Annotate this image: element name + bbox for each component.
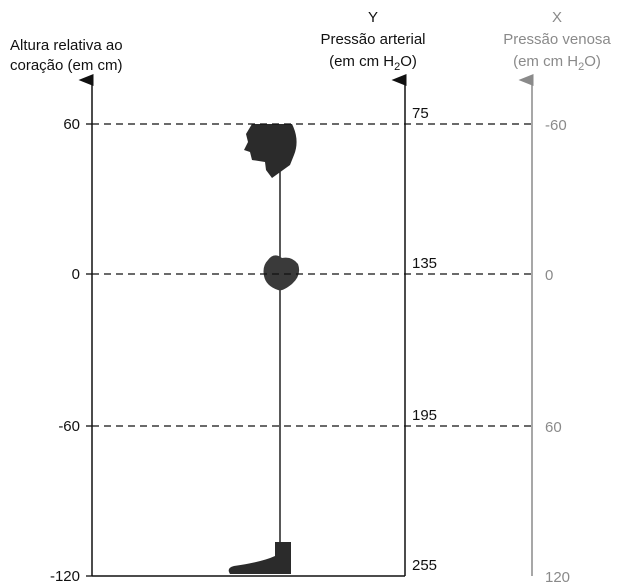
arterial-unit: (em cm H2O) [329, 53, 417, 73]
venous-unit: (em cm H2O) [513, 53, 601, 73]
height-label: 0 [72, 266, 80, 283]
venous-title: Pressão venosa [503, 31, 611, 48]
unit-text: O) [584, 53, 601, 70]
height-label: -120 [50, 568, 80, 584]
venous-label: -60 [545, 117, 567, 134]
head-icon [244, 124, 297, 178]
arterial-label: 135 [412, 255, 437, 272]
foot-icon [229, 542, 291, 574]
venous-label: 60 [545, 419, 562, 436]
heart-icon [264, 255, 300, 290]
unit-text: O) [400, 53, 417, 70]
arterial-label: 195 [412, 407, 437, 424]
venous-label: 0 [545, 267, 553, 284]
arterial-label: 255 [412, 557, 437, 574]
unit-text: (em cm H [513, 53, 578, 70]
diagram: Altura relativa ao coração (em cm) Y Pre… [0, 0, 636, 584]
unit-text: (em cm H [329, 53, 394, 70]
venous-label: 120 [545, 569, 570, 584]
height-title-1: Altura relativa ao [10, 37, 123, 54]
arterial-label: 75 [412, 105, 429, 122]
height-title-2: coração (em cm) [10, 57, 123, 74]
venous-letter: X [552, 9, 562, 26]
height-label: 60 [63, 116, 80, 133]
arterial-title: Pressão arterial [320, 31, 425, 48]
height-label: -60 [58, 418, 80, 435]
arterial-letter: Y [368, 9, 378, 26]
